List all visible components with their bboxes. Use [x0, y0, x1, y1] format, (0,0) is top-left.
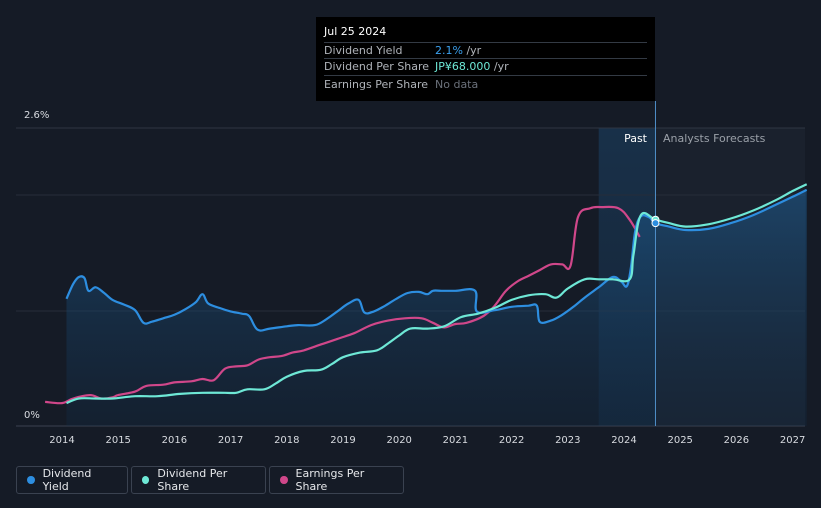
tooltip-date: Jul 25 2024	[324, 25, 387, 38]
x-tick-label: 2026	[724, 435, 749, 446]
x-tick-label: 2025	[667, 435, 692, 446]
legend-dot	[27, 476, 35, 484]
tooltip-value: 2.1% /yr	[435, 44, 482, 57]
tooltip-label: Dividend Yield	[324, 44, 403, 57]
legend-label: Earnings Per Share	[295, 467, 365, 493]
x-tick-label: 2024	[611, 435, 636, 446]
x-tick-label: 2016	[162, 435, 187, 446]
x-tick-label: 2015	[105, 435, 130, 446]
tooltip-label: Dividend Per Share	[324, 60, 430, 73]
tooltip-label: Earnings Per Share	[324, 78, 429, 91]
legend-dot	[280, 476, 288, 484]
legend-dividend-yield[interactable]: Dividend Yield	[16, 466, 128, 494]
x-tick-label: 2014	[49, 435, 74, 446]
dividend-yield-line	[65, 188, 808, 332]
tooltip-divider	[324, 58, 647, 59]
legend-label: Dividend Per Share	[157, 467, 228, 493]
tooltip-value: No data	[435, 78, 479, 91]
tooltip: Jul 25 2024 Dividend Yield 2.1% /yr Divi…	[316, 17, 655, 101]
x-axis-ticks: 2014 2015 2016 2017 2018 2019 2020 2021 2022 2023…	[49, 435, 805, 446]
tooltip-divider	[324, 42, 647, 43]
legend-earnings-per-share[interactable]: Earnings Per Share	[269, 466, 404, 494]
x-tick-label: 2027	[780, 435, 805, 446]
x-tick-label: 2018	[274, 435, 299, 446]
legend-label: Dividend Yield	[42, 467, 92, 493]
tooltip-divider	[324, 75, 647, 76]
y-tick-bottom: 0%	[24, 410, 40, 421]
x-tick-label: 2021	[443, 435, 468, 446]
x-tick-label: 2017	[218, 435, 243, 446]
dividend-yield-area	[66, 189, 807, 426]
tooltip-value: JP¥68.000 /yr	[435, 60, 509, 73]
y-tick-top: 2.6%	[24, 110, 49, 121]
legend-dividend-per-share[interactable]: Dividend Per Share	[131, 466, 266, 494]
x-tick-label: 2022	[499, 435, 524, 446]
x-tick-label: 2019	[330, 435, 355, 446]
x-tick-label: 2020	[386, 435, 411, 446]
past-label: Past	[624, 132, 648, 145]
legend-dot	[142, 476, 150, 484]
earnings-per-share-line	[45, 205, 641, 405]
x-tick-label: 2023	[555, 435, 580, 446]
dividend-yield-marker[interactable]	[651, 219, 660, 228]
forecast-label: Analysts Forecasts	[663, 132, 766, 145]
